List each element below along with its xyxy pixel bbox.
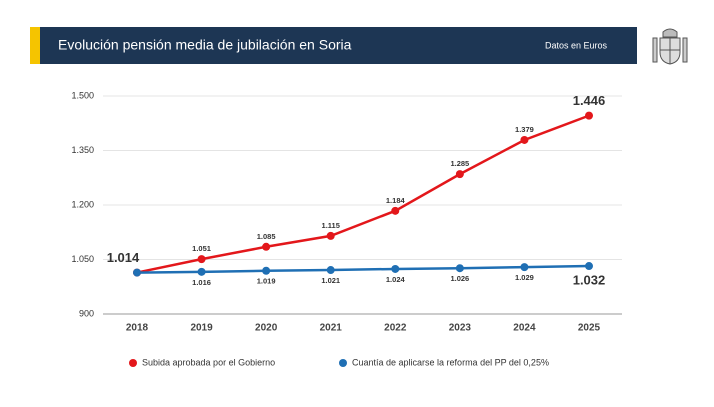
data-label: 1.051 [192, 244, 211, 253]
x-tick-label: 2019 [190, 323, 213, 334]
data-point [262, 266, 271, 275]
data-point [585, 262, 593, 271]
data-point [520, 263, 529, 272]
data-label: 1.014 [107, 250, 140, 265]
data-label: 1.446 [573, 93, 606, 108]
data-label: 1.021 [321, 276, 340, 285]
legend-label: Subida aprobada por el Gobierno [142, 357, 275, 367]
data-label: 1.085 [257, 232, 276, 241]
x-tick-label: 2022 [384, 323, 407, 334]
chart-subtitle: Datos en Euros [545, 40, 608, 50]
data-point [133, 268, 141, 277]
legend-marker [129, 359, 137, 367]
data-point [520, 135, 529, 144]
data-label: 1.285 [450, 159, 469, 168]
x-tick-label: 2020 [255, 323, 278, 334]
x-tick-label: 2024 [513, 323, 536, 334]
x-tick-label: 2025 [578, 323, 601, 334]
data-point [197, 267, 206, 276]
x-tick-label: 2018 [126, 323, 149, 334]
legend-marker [339, 359, 347, 367]
y-tick-label: 900 [79, 308, 94, 318]
data-point [391, 264, 400, 273]
y-tick-label: 1.350 [71, 145, 94, 155]
data-point [585, 111, 593, 120]
data-label: 1.026 [450, 274, 469, 283]
coat-of-arms [652, 28, 688, 65]
data-label: 1.379 [515, 125, 534, 134]
header-accent [30, 27, 40, 64]
data-point [455, 264, 464, 273]
data-point [197, 255, 206, 264]
data-label: 1.115 [322, 221, 340, 230]
series-line [136, 114, 590, 274]
x-tick-label: 2021 [320, 323, 343, 334]
x-tick-label: 2023 [449, 323, 472, 334]
y-tick-label: 1.200 [71, 199, 94, 209]
data-point [326, 231, 335, 240]
data-label: 1.024 [386, 275, 406, 284]
y-tick-label: 1.050 [71, 254, 94, 264]
data-label: 1.019 [257, 277, 276, 286]
header-bar [30, 27, 637, 64]
y-tick-label: 1.500 [71, 90, 94, 100]
data-point [262, 242, 271, 251]
data-point [391, 206, 400, 215]
data-point [455, 170, 464, 179]
series-line [136, 264, 590, 274]
data-label: 1.032 [573, 272, 606, 287]
data-label: 1.029 [515, 273, 534, 282]
chart-title: Evolución pensión media de jubilación en… [58, 37, 352, 53]
data-point [326, 266, 335, 275]
legend-label: Cuantía de aplicarse la reforma del PP d… [352, 357, 549, 367]
data-label: 1.016 [192, 278, 211, 287]
data-label: 1.184 [386, 196, 406, 205]
